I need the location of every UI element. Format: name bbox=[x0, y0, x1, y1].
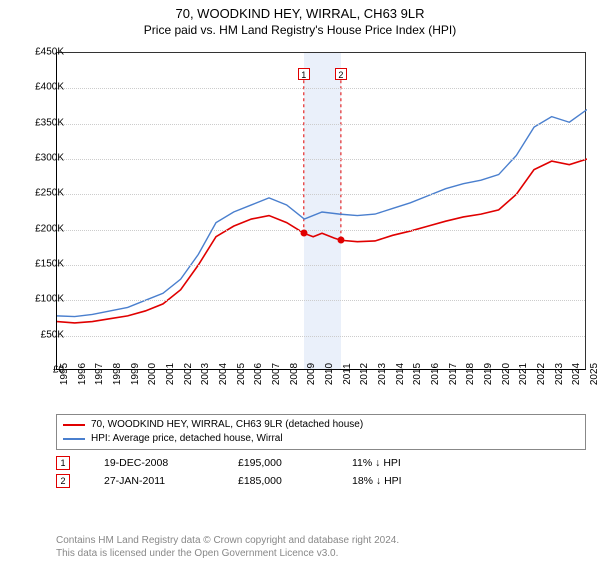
sale-row-marker: 2 bbox=[56, 474, 70, 488]
xtick-label: 1996 bbox=[77, 363, 88, 385]
sales-table: 1 19-DEC-2008 £195,000 11% ↓ HPI 2 27-JAN-201… bbox=[56, 456, 586, 492]
footer-attribution: Contains HM Land Registry data © Crown c… bbox=[56, 534, 586, 560]
xtick-label: 2014 bbox=[395, 363, 406, 385]
gridline-h bbox=[57, 230, 585, 231]
sale-row-marker: 1 bbox=[56, 456, 70, 470]
xtick-label: 2005 bbox=[236, 363, 247, 385]
sale-marker-dot bbox=[300, 230, 307, 237]
xtick-label: 2025 bbox=[589, 363, 600, 385]
xtick-label: 2009 bbox=[306, 363, 317, 385]
ytick-label: £100K bbox=[14, 294, 64, 305]
xtick-label: 2004 bbox=[218, 363, 229, 385]
xtick-label: 2003 bbox=[200, 363, 211, 385]
xtick-label: 2018 bbox=[465, 363, 476, 385]
ytick-label: £250K bbox=[14, 188, 64, 199]
chart-title: 70, WOODKIND HEY, WIRRAL, CH63 9LR bbox=[0, 6, 600, 21]
ytick-label: £350K bbox=[14, 117, 64, 128]
xtick-label: 1998 bbox=[112, 363, 123, 385]
sale-row: 1 19-DEC-2008 £195,000 11% ↓ HPI bbox=[56, 456, 586, 470]
legend-swatch bbox=[63, 438, 85, 440]
xtick-label: 2013 bbox=[377, 363, 388, 385]
series-line bbox=[57, 159, 587, 323]
sale-row-date: 27-JAN-2011 bbox=[104, 475, 204, 487]
legend-item: 70, WOODKIND HEY, WIRRAL, CH63 9LR (deta… bbox=[63, 418, 579, 432]
ytick-label: £400K bbox=[14, 82, 64, 93]
xtick-label: 2015 bbox=[412, 363, 423, 385]
xtick-label: 2000 bbox=[147, 363, 158, 385]
chart-svg bbox=[57, 53, 587, 371]
xtick-label: 2012 bbox=[359, 363, 370, 385]
plot-region: 12 bbox=[56, 52, 586, 370]
gridline-h bbox=[57, 88, 585, 89]
xtick-label: 2019 bbox=[483, 363, 494, 385]
xtick-label: 1999 bbox=[130, 363, 141, 385]
xtick-label: 2006 bbox=[253, 363, 264, 385]
xtick-label: 2022 bbox=[536, 363, 547, 385]
legend-box: 70, WOODKIND HEY, WIRRAL, CH63 9LR (deta… bbox=[56, 414, 586, 450]
xtick-label: 1995 bbox=[59, 363, 70, 385]
xtick-label: 2016 bbox=[430, 363, 441, 385]
sale-marker-dot bbox=[337, 237, 344, 244]
series-line bbox=[57, 110, 587, 317]
gridline-h bbox=[57, 265, 585, 266]
chart-area: 12 bbox=[56, 52, 586, 370]
ytick-label: £300K bbox=[14, 153, 64, 164]
footer-line-1: Contains HM Land Registry data © Crown c… bbox=[56, 534, 586, 547]
gridline-h bbox=[57, 300, 585, 301]
legend-item: HPI: Average price, detached house, Wirr… bbox=[63, 432, 579, 446]
legend-label: HPI: Average price, detached house, Wirr… bbox=[91, 432, 283, 446]
chart-subtitle: Price paid vs. HM Land Registry's House … bbox=[0, 23, 600, 37]
xtick-label: 2021 bbox=[518, 363, 529, 385]
sale-marker-box: 1 bbox=[298, 68, 310, 80]
xtick-label: 2001 bbox=[165, 363, 176, 385]
sale-row-date: 19-DEC-2008 bbox=[104, 457, 204, 469]
xtick-label: 2010 bbox=[324, 363, 335, 385]
sale-row-delta: 18% ↓ HPI bbox=[352, 475, 402, 487]
xtick-label: 2020 bbox=[501, 363, 512, 385]
xtick-label: 1997 bbox=[94, 363, 105, 385]
sale-marker-box: 2 bbox=[335, 68, 347, 80]
gridline-h bbox=[57, 336, 585, 337]
xtick-label: 2007 bbox=[271, 363, 282, 385]
footer-line-2: This data is licensed under the Open Gov… bbox=[56, 547, 586, 560]
xtick-label: 2017 bbox=[448, 363, 459, 385]
legend-swatch bbox=[63, 424, 85, 426]
gridline-h bbox=[57, 124, 585, 125]
xtick-label: 2011 bbox=[342, 363, 353, 385]
xtick-label: 2002 bbox=[183, 363, 194, 385]
xtick-label: 2008 bbox=[289, 363, 300, 385]
sale-row-price: £195,000 bbox=[238, 457, 318, 469]
legend-label: 70, WOODKIND HEY, WIRRAL, CH63 9LR (deta… bbox=[91, 418, 363, 432]
ytick-label: £50K bbox=[14, 329, 64, 340]
chart-container: 70, WOODKIND HEY, WIRRAL, CH63 9LR Price… bbox=[0, 6, 600, 566]
gridline-h bbox=[57, 194, 585, 195]
gridline-h bbox=[57, 159, 585, 160]
ytick-label: £150K bbox=[14, 259, 64, 270]
sale-row: 2 27-JAN-2011 £185,000 18% ↓ HPI bbox=[56, 474, 586, 488]
ytick-label: £0 bbox=[14, 365, 64, 376]
xtick-label: 2024 bbox=[571, 363, 582, 385]
xtick-label: 2023 bbox=[554, 363, 565, 385]
sale-row-delta: 11% ↓ HPI bbox=[352, 457, 401, 469]
ytick-label: £200K bbox=[14, 223, 64, 234]
ytick-label: £450K bbox=[14, 47, 64, 58]
sale-row-price: £185,000 bbox=[238, 475, 318, 487]
